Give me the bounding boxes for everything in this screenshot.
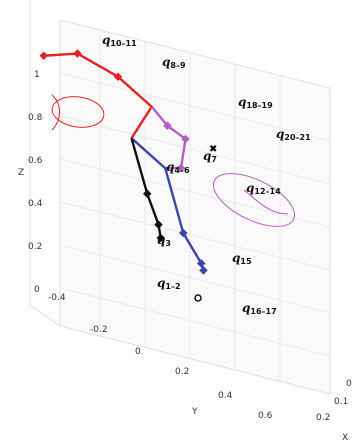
label-q18-19-base: q xyxy=(238,95,246,109)
z-tick-1: 1 xyxy=(34,70,40,80)
series-1-line xyxy=(150,105,187,169)
series-3-joint-marker-4 xyxy=(199,266,208,275)
label-q12-14-sub: 12–14 xyxy=(254,187,281,196)
gripper-curve-right xyxy=(243,189,289,215)
label-q1-2: q1–2 xyxy=(157,276,181,291)
label-q16-17-sub: 16–17 xyxy=(250,307,276,316)
x-axis-label: X xyxy=(342,433,348,442)
y-tick-0.4: 0.4 xyxy=(218,391,233,401)
gripper-ellipse-right xyxy=(212,173,296,227)
label-q7-sub: 7 xyxy=(211,155,217,164)
series-4-joint-marker-2 xyxy=(154,220,163,229)
y-tick-0: 0 xyxy=(135,347,141,357)
series-0-joint-marker-4 xyxy=(39,51,48,60)
label-q18-19: q18–19 xyxy=(238,95,273,110)
z-tick-0.2: 0.2 xyxy=(28,242,42,252)
series-1-joint-marker-2 xyxy=(181,134,190,144)
label-q12-14-base: q xyxy=(246,181,254,195)
label-q4-6-sub: 4–6 xyxy=(174,166,190,175)
label-q18-19-sub: 18–19 xyxy=(246,101,273,110)
x-tick-0.2: 0.2 xyxy=(316,413,330,423)
z-axis-label: Z xyxy=(18,168,24,178)
label-q8-9-sub: 8–9 xyxy=(170,61,186,70)
label-q15: q15 xyxy=(232,251,252,266)
series-0-joint-marker-2 xyxy=(113,72,123,81)
gripper-ellipse-left xyxy=(51,96,105,128)
label-q4-6-base: q xyxy=(166,160,174,174)
gripper-curve-left xyxy=(51,94,60,131)
label-q3: q3 xyxy=(157,233,171,248)
ellipses xyxy=(51,94,296,227)
series-4-line xyxy=(130,137,162,239)
label-q16-17-base: q xyxy=(242,301,250,315)
y-ticks: -0.4 -0.2 0 0.2 0.4 0.6 xyxy=(48,293,273,421)
x-marker: ✖ xyxy=(209,144,217,155)
z-tick-0.4: 0.4 xyxy=(28,199,43,209)
label-q10-11: q10–11 xyxy=(102,33,137,48)
label-q16-17: q16–17 xyxy=(242,301,277,316)
series-0-joint-marker-3 xyxy=(73,49,82,58)
x-ticks: 0 0.1 0.2 xyxy=(316,379,352,423)
series-red-arm xyxy=(39,49,153,139)
x-tick-0: 0 xyxy=(346,379,352,389)
y-tick-0.2: 0.2 xyxy=(175,367,189,377)
y-axis-label: Y xyxy=(191,407,198,417)
label-q10-11-sub: 10–11 xyxy=(110,39,137,48)
y-tick--0.4: -0.4 xyxy=(48,293,66,303)
z-tick-0: 0 xyxy=(34,285,40,295)
label-q8-9-base: q xyxy=(162,55,170,69)
label-q7-base: q xyxy=(203,149,211,163)
base-joint-black xyxy=(194,294,202,302)
y-tick--0.2: -0.2 xyxy=(90,325,108,335)
label-q12-14: q12–14 xyxy=(246,181,281,196)
label-q20-21-base: q xyxy=(276,127,284,141)
label-q1-2-sub: 1–2 xyxy=(165,282,180,291)
label-q4-6: q4–6 xyxy=(166,160,190,175)
series-4-joint-marker-3 xyxy=(156,233,165,243)
label-q10-11-base: q xyxy=(102,33,110,47)
label-q3-sub: 3 xyxy=(165,239,171,248)
x-tick-0.1: 0.1 xyxy=(334,397,348,407)
series-3-joint-marker-2 xyxy=(179,228,188,238)
series-3-joint-marker-3 xyxy=(197,259,206,268)
z-ticks: 1 0.8 0.6 0.4 0.2 0 xyxy=(28,70,43,295)
z-tick-0.6: 0.6 xyxy=(28,156,43,166)
series-4-joint-marker-1 xyxy=(143,189,152,199)
label-q3-base: q xyxy=(157,233,165,247)
label-q1-2-base: q xyxy=(157,276,165,290)
label-q15-base: q xyxy=(232,251,240,265)
joint-extra-marks: ✖ xyxy=(194,144,217,302)
label-q20-21: q20–21 xyxy=(276,127,311,142)
label-q7: q7 xyxy=(203,149,217,164)
label-q20-21-sub: 20–21 xyxy=(284,133,311,142)
series-black-leg xyxy=(130,137,165,243)
y-tick-0.6: 0.6 xyxy=(258,411,273,421)
joint-labels: q10–11 q8–9 q18–19 q20–21 q7 q4–6 q12–14… xyxy=(102,33,311,316)
z-tick-0.8: 0.8 xyxy=(28,113,43,123)
series-magenta-arm xyxy=(150,105,190,173)
label-q15-sub: 15 xyxy=(240,257,252,266)
series-blue-leg xyxy=(130,137,208,275)
axes-box xyxy=(29,0,331,395)
grid xyxy=(59,30,331,382)
label-q8-9: q8–9 xyxy=(162,55,186,70)
series-1-joint-marker-1 xyxy=(163,121,172,131)
